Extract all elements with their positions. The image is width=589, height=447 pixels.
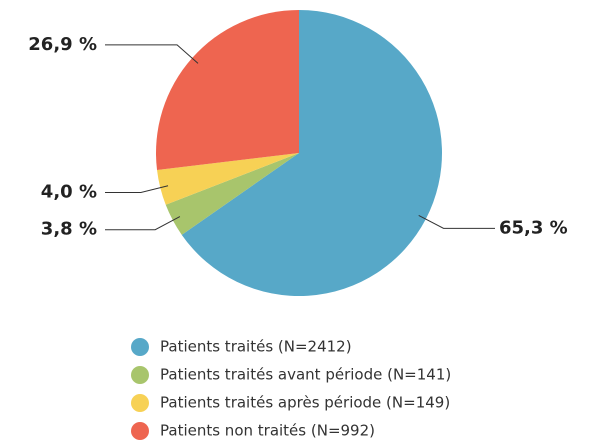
legend-label: Patients traités après période (N=149): [160, 394, 450, 412]
pie-slice: [181, 10, 443, 296]
legend-label: Patients non traités (N=992): [160, 422, 375, 440]
value-label: 26,9 %: [28, 34, 97, 55]
legend-swatch: [131, 422, 149, 440]
legend-swatch: [131, 366, 149, 384]
leader-line: [105, 216, 181, 231]
leader-line: [418, 214, 495, 229]
leader-line: [105, 185, 169, 194]
legend-label: Patients traités (N=2412): [160, 338, 352, 356]
value-label: 65,3 %: [499, 217, 568, 238]
legend-swatch: [131, 338, 149, 356]
leader-line: [105, 44, 199, 64]
value-label: 4,0 %: [41, 182, 97, 203]
pie-slice: [156, 10, 299, 171]
legend-label: Patients traités avant période (N=141): [160, 366, 451, 384]
value-label: 3,8 %: [41, 219, 97, 240]
pie-slice: [165, 153, 299, 235]
pie-slice: [157, 153, 299, 205]
legend-swatch: [131, 394, 149, 412]
